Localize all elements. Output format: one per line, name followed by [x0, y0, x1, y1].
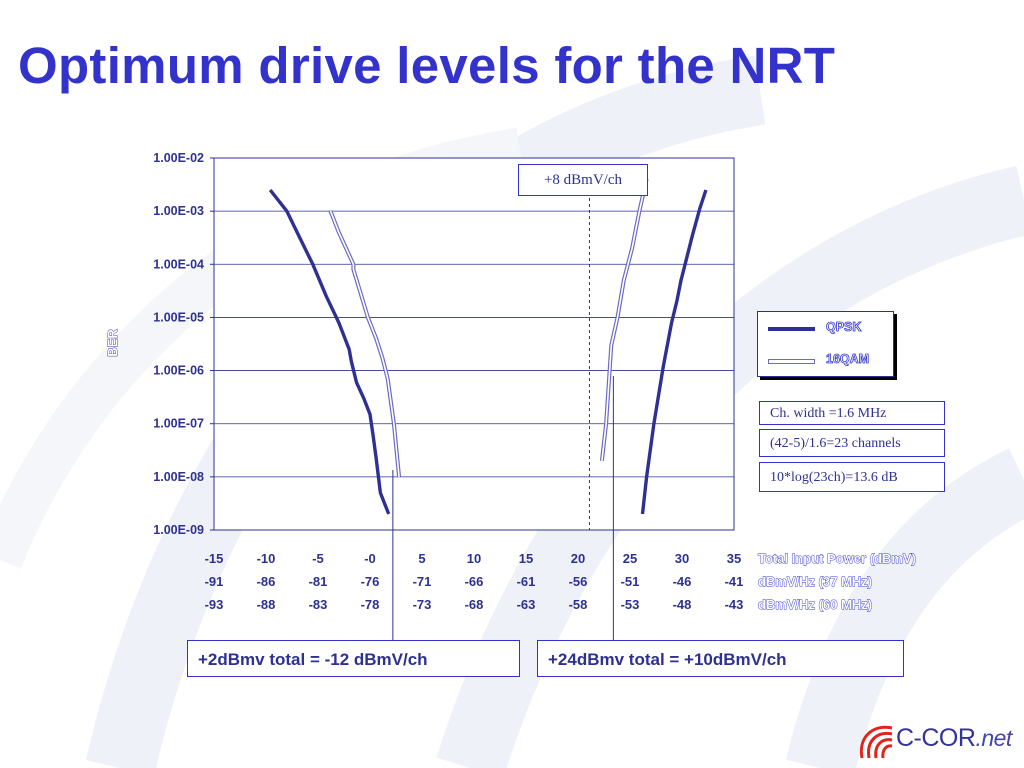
- x-tick-label: -51: [621, 574, 640, 589]
- series-line-inner: [329, 210, 400, 477]
- page-title: Optimum drive levels for the NRT: [18, 37, 836, 94]
- legend-swatch-qpsk: [768, 327, 815, 331]
- x-tick-label: -41: [725, 574, 744, 589]
- y-axis-label: BER: [105, 329, 120, 357]
- x-tick-label: -5: [312, 551, 324, 566]
- series-line-qpsk: [640, 189, 708, 515]
- y-tick-label: 1.00E-02: [153, 151, 204, 165]
- x-axis-label: Total Input Power (dBmV): [758, 551, 916, 566]
- y-tick-label: 1.00E-07: [153, 417, 204, 431]
- x-tick-label: -43: [725, 597, 744, 612]
- legend: QPSK 16QAM: [757, 311, 894, 377]
- x-tick-label: 5: [418, 551, 425, 566]
- plot-area: [213, 157, 735, 531]
- x-tick-label: -83: [309, 597, 328, 612]
- x-tick-label: -56: [569, 574, 588, 589]
- y-tick-label: 1.00E-03: [153, 204, 204, 218]
- x-axis-labels: Total Input Power (dBmV) dBmV/Hz (37 MHz)…: [758, 551, 917, 613]
- x-tick-label: -53: [621, 597, 640, 612]
- legend-swatch-16qam: [768, 359, 815, 364]
- x-tick-labels: -15 -10 -5 -0 5 10 15 20 25 30 35 -91 -86 -81 -76 -71 -6…: [205, 551, 744, 612]
- c-cor-logo: C-COR.net: [852, 720, 1012, 762]
- x-tick-label: -71: [413, 574, 432, 589]
- x-tick-label: -81: [309, 574, 328, 589]
- x-tick-label: -0: [364, 551, 376, 566]
- y-tick-label: 1.00E-06: [153, 364, 204, 378]
- x-tick-label: -76: [361, 574, 380, 589]
- x-tick-label: 35: [727, 551, 741, 566]
- x-tick-label: -66: [465, 574, 484, 589]
- x-tick-label: -58: [569, 597, 588, 612]
- series-line-inner: [601, 178, 648, 461]
- x-tick-label: 25: [623, 551, 637, 566]
- note-channel-count: (42-5)/1.6=23 channels: [759, 429, 945, 457]
- y-tick-label: 1.00E-08: [153, 470, 204, 484]
- line-annotation: +8 dBmV/ch: [518, 164, 648, 196]
- y-tick-labels: 1.00E-02 1.00E-03 1.00E-04 1.00E-05 1.00E-06…: [153, 151, 204, 537]
- footer-right-box: +24dBmv total = +10dBmV/ch: [537, 640, 904, 677]
- x-axis-label: dBmV/Hz (60 MHz): [758, 597, 872, 612]
- x-tick-label: -93: [205, 597, 224, 612]
- x-tick-label: -88: [257, 597, 276, 612]
- annotation-lines: [392, 198, 614, 640]
- y-tick-label: 1.00E-05: [153, 310, 204, 324]
- x-tick-label: -15: [205, 551, 224, 566]
- x-tick-label: 30: [675, 551, 689, 566]
- x-axis-label: dBmV/Hz (37 MHz): [758, 574, 872, 589]
- legend-label-qpsk: QPSK: [826, 320, 862, 335]
- x-tick-label: -91: [205, 574, 224, 589]
- x-tick-label: -48: [673, 597, 692, 612]
- logo-mark-icon: [859, 725, 893, 759]
- logo-suffix: .net: [975, 725, 1012, 751]
- legend-label-16qam: 16QAM: [826, 352, 870, 367]
- logo-name: C-COR: [896, 724, 976, 752]
- note-power-offset: 10*log(23ch)=13.6 dB: [759, 462, 945, 492]
- x-tick-label: -63: [517, 597, 536, 612]
- series-line-qpsk: [268, 188, 391, 515]
- x-tick-label: -86: [257, 574, 276, 589]
- y-tick-label: 1.00E-09: [153, 523, 204, 537]
- x-tick-label: 10: [467, 551, 481, 566]
- x-tick-label: 15: [519, 551, 533, 566]
- x-tick-label: -78: [361, 597, 380, 612]
- x-tick-label: -61: [517, 574, 536, 589]
- y-tick-label: 1.00E-04: [153, 257, 204, 271]
- x-tick-label: -46: [673, 574, 692, 589]
- series-lines: [268, 178, 708, 515]
- note-channel-width: Ch. width =1.6 MHz: [759, 401, 945, 425]
- x-tick-label: -73: [413, 597, 432, 612]
- x-tick-label: -68: [465, 597, 484, 612]
- x-tick-label: -10: [257, 551, 276, 566]
- footer-left-box: +2dBmv total = -12 dBmV/ch: [187, 640, 520, 677]
- x-tick-label: 20: [571, 551, 585, 566]
- logo-text: C-COR.net: [896, 724, 1012, 753]
